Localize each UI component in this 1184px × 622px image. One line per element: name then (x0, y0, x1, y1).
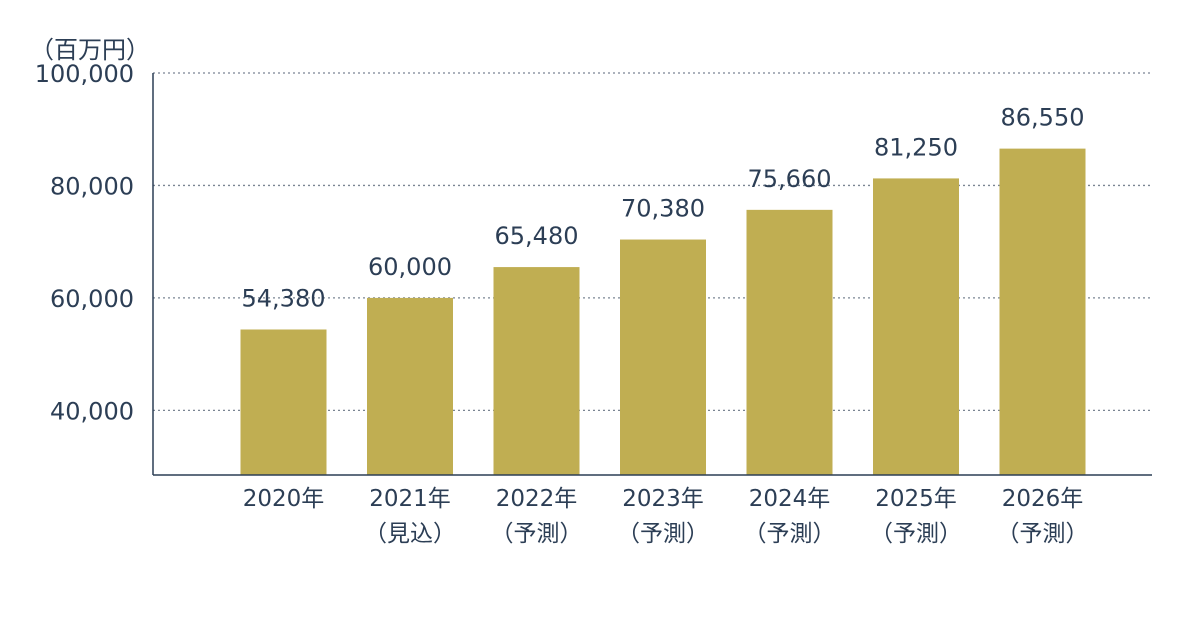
x-tick-label: （予測） (491, 521, 583, 547)
data-label: 65,480 (495, 222, 579, 250)
x-tick-label: 2026年 (1002, 486, 1084, 512)
bar (873, 178, 959, 475)
data-label: 70,380 (621, 195, 705, 223)
data-label: 75,660 (748, 165, 832, 193)
x-tick-label: 2022年 (496, 486, 578, 512)
x-tick-label: （予測） (744, 521, 836, 547)
data-label: 54,380 (242, 284, 326, 312)
bar (746, 209, 833, 475)
x-tick-label: 2021年 (369, 486, 451, 512)
y-tick-label: 60,000 (50, 285, 134, 313)
x-tick-label: 2020年 (243, 486, 325, 512)
y-axis-unit-label: （百万円） (30, 36, 150, 64)
y-tick-label: 80,000 (50, 172, 134, 200)
x-tick-label: （見込） (364, 521, 456, 547)
x-tick-label: 2024年 (749, 486, 831, 512)
data-label: 86,550 (1001, 104, 1085, 132)
bar (493, 267, 580, 475)
y-tick-label: 100,000 (35, 60, 134, 88)
data-label: 60,000 (368, 253, 452, 281)
x-tick-label: （予測） (870, 521, 962, 547)
x-tick-label: （予測） (997, 521, 1089, 547)
bar (620, 239, 706, 475)
data-label: 81,250 (874, 133, 958, 161)
x-tick-label: （予測） (617, 521, 709, 547)
bar (367, 297, 453, 475)
bar (999, 148, 1086, 475)
x-tick-label: 2025年 (875, 486, 957, 512)
y-tick-label: 40,000 (50, 397, 134, 425)
bar (240, 329, 327, 475)
x-tick-label: 2023年 (622, 486, 704, 512)
